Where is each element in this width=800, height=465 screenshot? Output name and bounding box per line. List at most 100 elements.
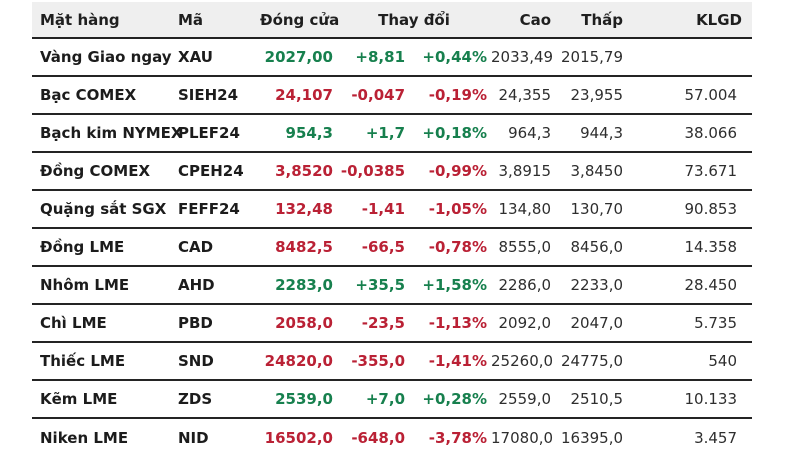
cell-close: 2027,00: [260, 38, 337, 77]
commodity-price-table: Mặt hàng Mã Đóng cửa Thay đổi Cao Thấp K…: [32, 2, 753, 456]
cell-high: 24,355: [491, 76, 556, 115]
table-row: Vàng Giao ngay XAU 2027,00 +8,81 +0,44% …: [32, 38, 753, 77]
cell-code: CAD: [170, 228, 260, 267]
cell-change: -0,047: [337, 76, 409, 115]
cell-code: ZDS: [170, 380, 260, 419]
cell-high: 2559,0: [491, 380, 556, 419]
cell-low: 8456,0: [555, 228, 628, 267]
cell-high: 134,80: [491, 190, 556, 229]
cell-low: 3,8450: [555, 152, 628, 191]
cell-low: 16395,0: [560, 428, 624, 447]
table-row: Quặng sắt SGX FEFF24 132,48 -1,41 -1,05%…: [32, 190, 753, 229]
cell-volume: 3.457: [694, 428, 738, 447]
cell-change-pct: -1,13%: [409, 304, 492, 343]
table-row: Chì LME PBD 2058,0 -23,5 -1,13% 2092,0 2…: [32, 304, 753, 343]
cell-volume: 28.450: [627, 266, 753, 305]
col-header-item: Mặt hàng: [32, 2, 170, 39]
cell-change-pct: +0,28%: [409, 380, 492, 419]
cell-low: 2047,0: [555, 304, 628, 343]
cell-close: 8482,5: [260, 228, 337, 267]
cell-low: 24775,0: [555, 342, 628, 381]
cell-change-pct: -0,19%: [409, 76, 492, 115]
cell-change: +7,0: [337, 380, 409, 419]
cell-item-name: Thiếc LME: [32, 342, 170, 381]
cell-change-pct: -3,78%: [428, 428, 488, 447]
cell-close: 16502,0: [264, 428, 333, 447]
cell-item-name: Bạc COMEX: [32, 76, 170, 115]
cell-code: CPEH24: [170, 152, 260, 191]
cell-volume: 38.066: [627, 114, 753, 153]
cell-volume: 57.004: [627, 76, 753, 115]
cell-close: 2283,0: [260, 266, 337, 305]
table-header: Mặt hàng Mã Đóng cửa Thay đổi Cao Thấp K…: [32, 2, 753, 39]
cell-change-pct: +0,44%: [409, 38, 492, 77]
cell-code: PLEF24: [170, 114, 260, 153]
cell-item-name: Quặng sắt SGX: [32, 190, 170, 229]
cell-code: PBD: [170, 304, 260, 343]
col-header-volume: KLGD: [627, 2, 753, 39]
cell-change: -1,41: [337, 190, 409, 229]
cell-close: 3,8520: [260, 152, 337, 191]
table-row: Thiếc LME SND 24820,0 -355,0 -1,41% 2526…: [32, 342, 753, 381]
cell-volume: 5.735: [627, 304, 753, 343]
cell-change: -355,0: [337, 342, 409, 381]
cell-volume: 14.358: [627, 228, 753, 267]
col-header-high: Cao: [491, 2, 556, 39]
cell-item-name: Nhôm LME: [32, 266, 170, 305]
col-header-close: Đóng cửa: [260, 2, 339, 39]
cell-high: 3,8915: [491, 152, 556, 191]
cell-low: 944,3: [555, 114, 628, 153]
cell-change-pct: -0,78%: [409, 228, 492, 267]
cell-volume: 540: [627, 342, 753, 381]
cell-high: 964,3: [491, 114, 556, 153]
price-table: Mặt hàng Mã Đóng cửa Thay đổi Cao Thấp K…: [32, 2, 753, 456]
table-body: Vàng Giao ngay XAU 2027,00 +8,81 +0,44% …: [32, 38, 753, 456]
cell-code: XAU: [170, 38, 260, 77]
table-row: Đồng COMEX CPEH24 3,8520 -0,0385 -0,99% …: [32, 152, 753, 191]
cell-code: FEFF24: [170, 190, 260, 229]
cell-close: 2539,0: [260, 380, 337, 419]
cell-high: 2286,0: [491, 266, 556, 305]
cell-high: 8555,0: [491, 228, 556, 267]
col-header-low: Thấp: [555, 2, 628, 39]
cell-code: SND: [170, 342, 260, 381]
cell-low: 2510,5: [555, 380, 628, 419]
table-row: Bạc COMEX SIEH24 24,107 -0,047 -0,19% 24…: [32, 76, 753, 115]
cell-close: 954,3: [260, 114, 337, 153]
cell-change-pct: -1,41%: [409, 342, 492, 381]
col-header-change: Thay đổi: [337, 2, 492, 39]
cell-high: 17080,0: [491, 428, 554, 447]
cell-volume: 90.853: [627, 190, 753, 229]
cell-low: 130,70: [555, 190, 628, 229]
table-row: Nhôm LME AHD 2283,0 +35,5 +1,58% 2286,0 …: [32, 266, 753, 305]
table-row: Kẽm LME ZDS 2539,0 +7,0 +0,28% 2559,0 25…: [32, 380, 753, 419]
cell-volume: [627, 38, 753, 77]
cell-change: +35,5: [337, 266, 409, 305]
cell-code: NID: [178, 428, 209, 447]
cell-item-name: Đồng COMEX: [32, 152, 170, 191]
cell-code: SIEH24: [170, 76, 260, 115]
cell-close: 24820,0: [260, 342, 337, 381]
cell-item-name: Chì LME: [32, 304, 170, 343]
cell-high: 25260,0: [491, 342, 556, 381]
cell-change-pct: -0,99%: [409, 152, 492, 191]
cell-change: -66,5: [337, 228, 409, 267]
cell-high: 2033,49: [491, 38, 556, 77]
col-header-code: Mã: [170, 2, 260, 39]
cell-volume: 10.133: [627, 380, 753, 419]
cell-change: -23,5: [337, 304, 409, 343]
cell-item-name: Kẽm LME: [32, 380, 170, 419]
cell-close: 24,107: [260, 76, 337, 115]
cell-change-pct: +1,58%: [409, 266, 492, 305]
cell-change-pct: +0,18%: [409, 114, 492, 153]
cell-item-name: Niken LME: [40, 428, 129, 447]
cell-low: 2233,0: [555, 266, 628, 305]
table-row: Đồng LME CAD 8482,5 -66,5 -0,78% 8555,0 …: [32, 228, 753, 267]
cell-close: 132,48: [260, 190, 337, 229]
cell-high: 2092,0: [491, 304, 556, 343]
cell-item-name: Bạch kim NYMEX: [32, 114, 182, 153]
cell-volume: 73.671: [627, 152, 753, 191]
cell-item-name: Đồng LME: [32, 228, 170, 267]
table-row: Bạch kim NYMEX PLEF24 954,3 +1,7 +0,18% …: [32, 114, 753, 153]
table-row: Niken LME NID 16502,0 -648,0 -3,78% 1708…: [32, 418, 752, 456]
